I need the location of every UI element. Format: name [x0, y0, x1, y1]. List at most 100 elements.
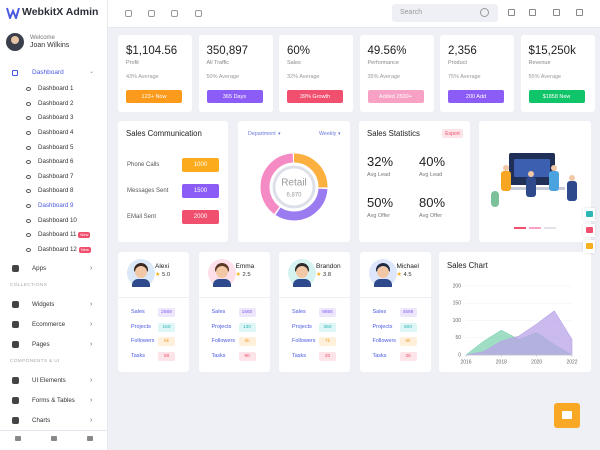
export-badge[interactable]: Export: [442, 129, 463, 138]
star: ★: [316, 272, 322, 278]
bullet-icon: [26, 160, 31, 164]
dashboard-link[interactable]: Dashboard 12 New: [38, 246, 91, 254]
profile-row-value: 7k: [324, 339, 331, 344]
header-icon[interactable]: [529, 9, 536, 16]
avatar-face: [215, 266, 228, 278]
chat-button[interactable]: [554, 403, 580, 428]
nav-item[interactable]: Forms & Tables: [32, 397, 75, 404]
filter-dropdown[interactable]: Department: [248, 131, 276, 137]
bullet-icon: [26, 248, 31, 252]
dashboard-link[interactable]: Dashboard 6: [38, 158, 73, 165]
greeting: Welcome: [30, 35, 55, 41]
side-tab-icon: [586, 211, 593, 217]
bullet-icon: [26, 102, 31, 106]
bullet-icon: [26, 204, 31, 208]
header-icon[interactable]: [148, 10, 155, 17]
profile-row-badge: 5k: [158, 337, 175, 346]
nav-item[interactable]: Charts: [32, 417, 51, 424]
nav-item[interactable]: Apps: [32, 265, 47, 272]
stat-button[interactable]: 365 Days: [206, 90, 263, 103]
chevron: ›: [90, 377, 93, 384]
header-icon[interactable]: [195, 10, 202, 17]
comm-value: 2000: [182, 210, 219, 224]
communication-card: Sales Communication Phone Calls 1000 Messag…: [118, 121, 228, 242]
y-tick-label: 0: [458, 352, 461, 358]
profile-row-badge: 2569: [158, 308, 175, 317]
card-title: Sales Statistics: [367, 129, 420, 138]
x-tick-label: 2022: [566, 359, 577, 365]
profile-row-value: 35: [405, 353, 411, 359]
dashboard-link[interactable]: Dashboard 2: [38, 100, 73, 107]
stat-caption: Avg Offer: [367, 213, 391, 219]
stat-value: 2,356: [448, 45, 477, 57]
profile-name: Emma: [235, 263, 255, 270]
profile-row-value: 5k: [405, 339, 411, 344]
chart-title: Sales Chart: [447, 261, 489, 270]
header-icon[interactable]: [171, 10, 178, 17]
nav-item[interactable]: UI Elements: [32, 377, 66, 384]
dashboard-link[interactable]: Dashboard 1: [38, 85, 73, 92]
footer-icon[interactable]: [51, 436, 57, 441]
nav-item[interactable]: Widgets: [32, 301, 55, 308]
period-dropdown[interactable]: Weekly: [319, 131, 337, 137]
export-label: Export: [445, 130, 460, 137]
header-icon[interactable]: [508, 9, 515, 16]
dashboard-link[interactable]: Dashboard 7: [38, 173, 73, 180]
profile-row-badge: 5k: [238, 337, 256, 346]
stat-value: 350,897: [206, 45, 249, 57]
footer-icon[interactable]: [87, 436, 93, 441]
stat-label: Sales: [287, 60, 301, 66]
person-head: [551, 165, 557, 171]
y-tick-label: 100: [453, 318, 462, 324]
stat-button[interactable]: $1858 New: [528, 90, 585, 103]
bullet-icon: [26, 87, 31, 91]
donut-segment: [260, 153, 328, 221]
stat-button[interactable]: 123+ Now: [126, 90, 182, 103]
profile-row-label: Projects: [131, 323, 151, 330]
dashboard-label: Dashboard 5: [38, 144, 74, 151]
chevron: ›: [90, 341, 93, 348]
profile-row-value: 58: [163, 353, 170, 359]
bullet-icon: [26, 175, 31, 179]
stat-button-label: 39% Growth: [299, 93, 331, 100]
bullet-icon: [26, 189, 31, 193]
dashboard-link[interactable]: Dashboard 5: [38, 144, 74, 151]
stat-button[interactable]: 200 Add: [448, 90, 504, 103]
stat-label: Product: [448, 60, 467, 66]
dashboard-link[interactable]: Dashboard 3: [38, 114, 73, 121]
search-box[interactable]: Search: [392, 4, 498, 22]
dropdown-caret: ▾: [278, 131, 281, 137]
profile-row-badge: 20: [319, 351, 336, 361]
nav-item[interactable]: Ecommerce: [32, 321, 66, 328]
screen-chart: [514, 159, 550, 177]
header-icon[interactable]: [125, 10, 132, 17]
star: ★: [396, 272, 402, 278]
profile-row-label: Sales: [131, 309, 145, 315]
comm-value: 1500: [182, 184, 219, 198]
sales-chart-card: Sales Chart 0 50 100 150 200 2016 2018 2020 2022: [439, 252, 591, 372]
stat-average: 32% Average: [287, 74, 320, 80]
stat-label: Performance: [367, 60, 400, 66]
nav-item[interactable]: Pages: [32, 341, 50, 348]
footer-icon[interactable]: [15, 436, 21, 441]
new-badge: New: [78, 247, 91, 254]
header-icon[interactable]: [576, 9, 583, 16]
profile-name: Michael: [396, 263, 419, 270]
nav-dashboard[interactable]: Dashboard: [32, 69, 64, 76]
profile-row-label: Sales: [211, 309, 226, 315]
profile-row-badge: 4569: [399, 308, 417, 317]
avatar-body: [132, 279, 150, 287]
stat-button[interactable]: Added 2500+: [367, 90, 424, 103]
pager: [529, 227, 541, 229]
stat-button[interactable]: 39% Growth: [287, 90, 343, 103]
header-icon[interactable]: [553, 9, 560, 16]
dashboard-link[interactable]: Dashboard 11 New: [38, 231, 91, 239]
stat-label: Revenue: [528, 60, 551, 66]
dashboard-link[interactable]: Dashboard 9: [38, 202, 73, 209]
dashboard-link[interactable]: Dashboard 10: [38, 217, 77, 224]
dashboard-link[interactable]: Dashboard 4: [38, 129, 73, 136]
chart: Sales Chart 0 50 100 150 200 2016 2018 2020 2022: [447, 261, 578, 365]
profile-row-value: 2569: [161, 310, 172, 315]
dashboard-link[interactable]: Dashboard 8: [38, 187, 73, 194]
